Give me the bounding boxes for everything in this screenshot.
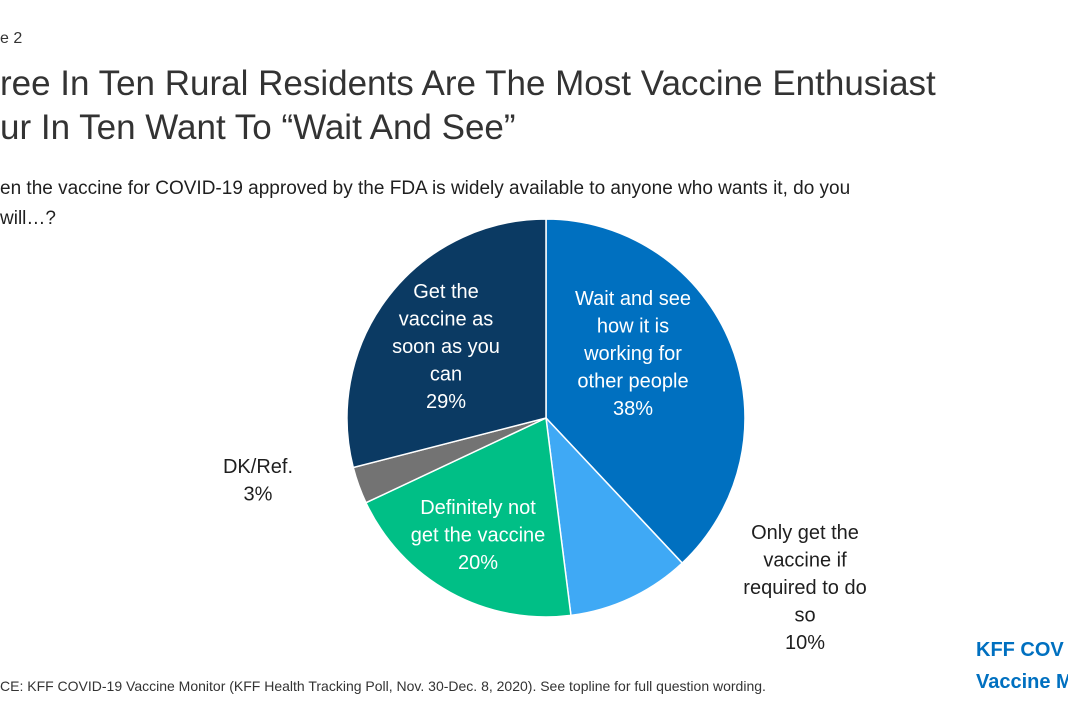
slice-label-line: DK/Ref. bbox=[223, 456, 293, 478]
kff-logo: KFF COV Vaccine M bbox=[976, 634, 1068, 698]
pie-slice-only-if-required bbox=[544, 415, 684, 617]
figure-label: e 2 bbox=[0, 30, 23, 47]
slice-label-line: other people bbox=[577, 371, 688, 393]
slice-value-only-if-required: 10% bbox=[785, 632, 825, 654]
slice-label-line: vaccine if bbox=[763, 550, 847, 572]
slice-label-line: Get the bbox=[413, 281, 479, 303]
chart-title-line-2: ur In Ten Want To “Wait And See” bbox=[0, 108, 516, 147]
slice-label-line: Only get the bbox=[751, 522, 859, 544]
slice-label-wait-and-see: Wait and see how it is working for other pe… bbox=[575, 288, 691, 420]
chart-title: ree In Ten Rural Residents Are The Most … bbox=[0, 62, 936, 150]
chart-title-line-1: ree In Ten Rural Residents Are The Most … bbox=[0, 64, 936, 103]
slice-label-get-asap: Get the vaccine as soon as you can 29% bbox=[392, 281, 500, 413]
slice-label-line: can bbox=[430, 364, 462, 386]
slice-value-definitely-not: 20% bbox=[458, 552, 498, 574]
slice-label-line: required to do bbox=[743, 577, 866, 599]
slice-label-line: soon as you bbox=[392, 336, 500, 358]
slice-value-wait-and-see: 38% bbox=[613, 398, 653, 420]
slice-label-definitely-not: Definitely not get the vaccine 20% bbox=[411, 497, 546, 574]
survey-question: en the vaccine for COVID-19 approved by … bbox=[0, 174, 850, 234]
slice-label-dk-ref: DK/Ref. 3% bbox=[223, 456, 293, 506]
slice-value-get-asap: 29% bbox=[426, 391, 466, 413]
slice-label-line: get the vaccine bbox=[411, 525, 546, 547]
pie-slice-get-asap bbox=[346, 218, 547, 469]
kff-logo-line-1: KFF COV bbox=[976, 639, 1064, 661]
slice-label-line: Wait and see bbox=[575, 288, 691, 310]
survey-question-line-2: will…? bbox=[0, 208, 56, 229]
slice-label-line: so bbox=[794, 605, 815, 627]
kff-logo-line-2: Vaccine M bbox=[976, 671, 1068, 693]
slice-label-line: working for bbox=[583, 343, 682, 365]
source-note: CE: KFF COVID-19 Vaccine Monitor (KFF He… bbox=[0, 678, 766, 694]
pie-slice-wait-and-see bbox=[545, 218, 746, 565]
slice-label-line: how it is bbox=[597, 316, 669, 338]
pie-slice-definitely-not bbox=[364, 416, 572, 618]
survey-question-line-1: en the vaccine for COVID-19 approved by … bbox=[0, 178, 851, 199]
slice-label-line: Definitely not bbox=[420, 497, 536, 519]
slice-label-only-if-required: Only get the vaccine if required to do so 10… bbox=[743, 522, 866, 654]
slice-label-line: vaccine as bbox=[399, 309, 494, 331]
slice-value-dk-ref: 3% bbox=[244, 484, 273, 506]
